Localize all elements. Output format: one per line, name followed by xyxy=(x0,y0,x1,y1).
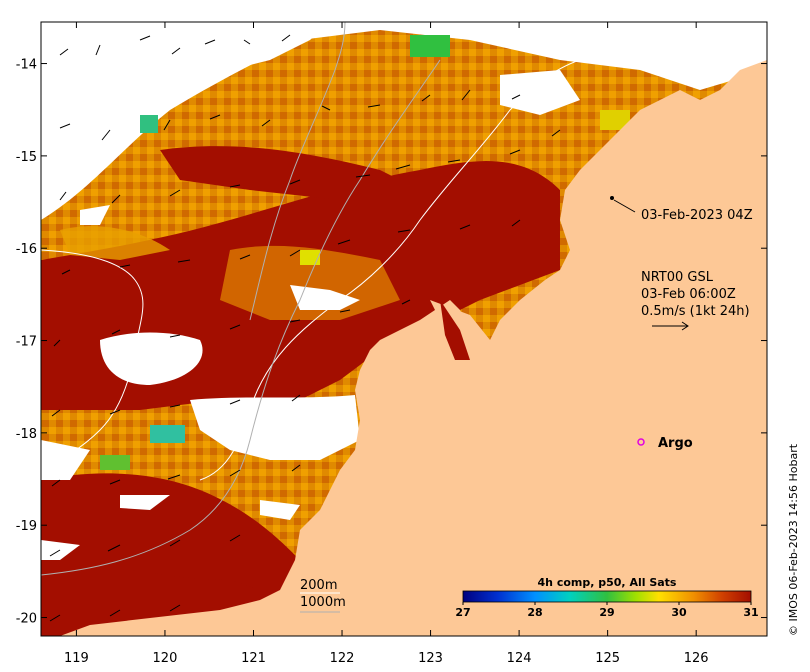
axes-frame xyxy=(40,21,768,637)
colorbar-scale xyxy=(462,590,752,603)
y-tick-label: -18 xyxy=(16,427,37,442)
bay-inlet xyxy=(440,300,470,360)
y-tick-label: -14 xyxy=(16,58,37,73)
credit-text: © IMOS 06-Feb-2023 14:56 Hobart xyxy=(787,443,800,636)
cool-patch xyxy=(140,115,158,133)
warm-patch xyxy=(300,250,320,265)
colorbar: 4h comp, p50, All Sats 27 28 29 30 31 xyxy=(455,576,758,619)
y-axis: -14 -15 -16 -17 -18 -19 -20 xyxy=(16,58,767,627)
cloud-gaps xyxy=(41,22,580,560)
scale-arrow xyxy=(652,321,689,331)
isobath-1000m xyxy=(41,22,441,576)
colorbar-tick-label: 28 xyxy=(527,606,542,619)
x-tick-label: 125 xyxy=(595,651,620,666)
timestamp-pointer xyxy=(613,199,636,213)
land-mass xyxy=(60,60,767,636)
cool-patch xyxy=(150,425,185,443)
x-tick-label: 122 xyxy=(330,651,355,666)
x-axis: 119 120 121 122 123 124 125 126 xyxy=(64,22,709,666)
colorbar-title: 4h comp, p50, All Sats xyxy=(538,576,677,589)
colorbar-ticks: 27 28 29 30 31 xyxy=(455,602,759,619)
x-tick-label: 121 xyxy=(241,651,266,666)
plot-area xyxy=(41,22,767,636)
x-tick-label: 120 xyxy=(153,651,178,666)
x-tick-label: 126 xyxy=(684,651,709,666)
depth-200-label: 200m xyxy=(300,578,337,593)
colorbar-tick-label: 31 xyxy=(743,606,758,619)
current-arrows xyxy=(49,34,561,622)
y-tick-label: -17 xyxy=(16,335,37,350)
x-tick-label: 119 xyxy=(64,651,89,666)
colorbar-tick-label: 29 xyxy=(599,606,614,619)
depth-1000-label: 1000m xyxy=(300,595,346,610)
x-tick-label: 123 xyxy=(418,651,443,666)
x-tick-label: 124 xyxy=(507,651,532,666)
y-tick-label: -16 xyxy=(16,242,37,257)
colorbar-tick-label: 30 xyxy=(671,606,687,619)
warm-patch xyxy=(600,110,630,130)
current-title: NRT00 GSL xyxy=(641,270,714,285)
y-tick-label: -19 xyxy=(16,519,37,534)
current-scale: 0.5m/s (1kt 24h) xyxy=(641,304,750,319)
y-tick-label: -15 xyxy=(16,150,37,165)
argo-marker-icon xyxy=(637,438,645,446)
y-tick-label: -20 xyxy=(16,612,37,627)
timestamp-point xyxy=(610,196,614,200)
isobath-200m xyxy=(41,59,581,481)
timestamp-label: 03-Feb-2023 04Z xyxy=(641,208,753,223)
argo-label: Argo xyxy=(658,436,693,451)
current-time: 03-Feb 06:00Z xyxy=(641,287,736,302)
cool-patch xyxy=(410,35,450,57)
cool-patch xyxy=(100,455,130,470)
colorbar-tick-label: 27 xyxy=(455,606,470,619)
